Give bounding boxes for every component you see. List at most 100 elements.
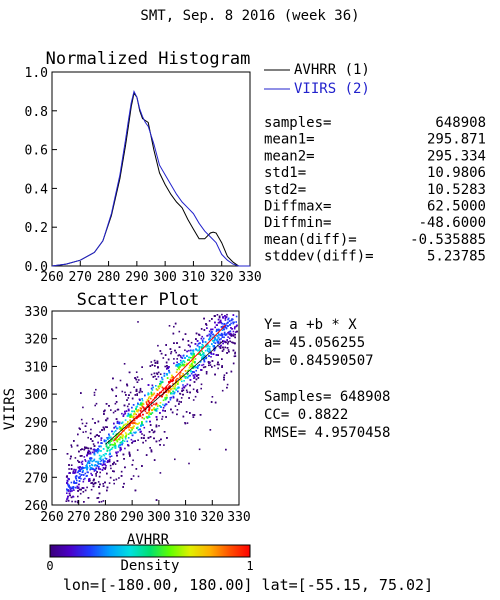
- density-cell: [86, 467, 88, 469]
- density-cell: [82, 487, 85, 489]
- density-cell: [204, 349, 207, 352]
- density-cell: [92, 483, 95, 485]
- density-cell: [70, 444, 73, 446]
- density-cell: [134, 422, 136, 424]
- stat-label: stddev(diff)=: [264, 249, 374, 265]
- density-cell: [127, 433, 130, 435]
- density-cell: [192, 414, 194, 416]
- density-cell: [69, 457, 72, 460]
- density-cell: [155, 403, 157, 406]
- density-cell: [127, 426, 130, 429]
- density-cell: [68, 484, 70, 487]
- density-cell: [111, 446, 114, 449]
- density-cell: [147, 416, 149, 418]
- histogram-x-tick-label: 330: [238, 270, 261, 285]
- density-cell: [118, 421, 121, 424]
- density-cell: [125, 423, 127, 425]
- density-cell: [83, 448, 85, 451]
- density-cell: [132, 459, 134, 462]
- density-cell: [172, 387, 174, 390]
- density-cell: [124, 412, 127, 415]
- density-cell: [145, 420, 148, 423]
- density-cell: [160, 384, 162, 386]
- density-cell: [197, 374, 200, 376]
- density-cell: [90, 472, 92, 475]
- density-cell: [127, 412, 130, 415]
- density-cell: [224, 317, 227, 319]
- density-cell: [155, 424, 158, 426]
- density-cell: [89, 459, 92, 462]
- density-cell: [200, 387, 202, 390]
- density-cell: [150, 401, 153, 404]
- density-cell: [93, 448, 96, 451]
- density-cell: [129, 414, 131, 416]
- density-cell: [176, 387, 179, 390]
- density-cell: [128, 425, 130, 428]
- density-cell: [93, 459, 95, 462]
- density-cell: [90, 447, 92, 450]
- density-cell: [155, 416, 158, 418]
- density-cell: [179, 359, 182, 362]
- density-cell: [194, 373, 197, 376]
- density-cell: [151, 409, 153, 411]
- density-cell: [231, 318, 233, 320]
- density-cell: [181, 390, 183, 392]
- density-cell: [114, 402, 117, 405]
- density-cell: [129, 426, 132, 429]
- density-cell: [192, 388, 195, 391]
- stat-value: 648908: [435, 115, 486, 131]
- identity-line: [113, 324, 227, 442]
- density-cell: [164, 365, 166, 368]
- density-cell: [98, 463, 101, 465]
- density-cell: [167, 358, 170, 361]
- density-cell: [164, 397, 166, 399]
- density-cell: [193, 371, 195, 373]
- density-cell: [139, 410, 142, 412]
- density-cell: [72, 472, 74, 474]
- density-cell: [187, 372, 189, 375]
- density-cell: [169, 397, 172, 399]
- density-cell: [99, 458, 102, 460]
- density-cell: [132, 426, 134, 429]
- density-cell: [105, 458, 108, 460]
- density-cell: [93, 470, 96, 472]
- density-cell: [230, 319, 233, 322]
- density-cell: [190, 341, 193, 344]
- density-cell: [129, 420, 132, 422]
- density-cell: [105, 453, 107, 455]
- density-cell: [227, 336, 229, 338]
- density-cell: [79, 475, 81, 478]
- density-cell: [198, 333, 200, 336]
- density-cell: [104, 463, 106, 466]
- density-cell: [114, 410, 117, 412]
- density-cell: [80, 392, 82, 394]
- density-cell: [93, 453, 96, 456]
- density-cell: [224, 319, 227, 321]
- density-cell: [189, 365, 192, 368]
- density-cell: [108, 405, 110, 407]
- density-cell: [179, 374, 181, 376]
- scatter-y-tick-label: 280: [25, 444, 48, 459]
- density-cell: [176, 398, 179, 401]
- density-cell: [77, 490, 79, 492]
- density-cell: [211, 336, 214, 339]
- density-cell: [195, 369, 197, 372]
- density-cell: [202, 346, 204, 349]
- density-cell: [82, 474, 85, 476]
- density-cell: [192, 365, 194, 368]
- density-cell: [190, 349, 192, 352]
- density-cell: [176, 413, 178, 416]
- density-cell: [196, 344, 199, 347]
- density-cell: [189, 412, 191, 414]
- density-cell: [202, 366, 205, 369]
- density-cell: [175, 351, 177, 354]
- density-cell: [75, 482, 78, 484]
- density-cell: [196, 367, 199, 369]
- density-cell: [198, 347, 201, 350]
- density-cell: [226, 339, 228, 341]
- density-cell: [182, 354, 185, 357]
- density-cell: [208, 351, 210, 353]
- density-cell: [113, 422, 115, 425]
- density-cell: [126, 415, 129, 417]
- density-cell: [131, 397, 134, 400]
